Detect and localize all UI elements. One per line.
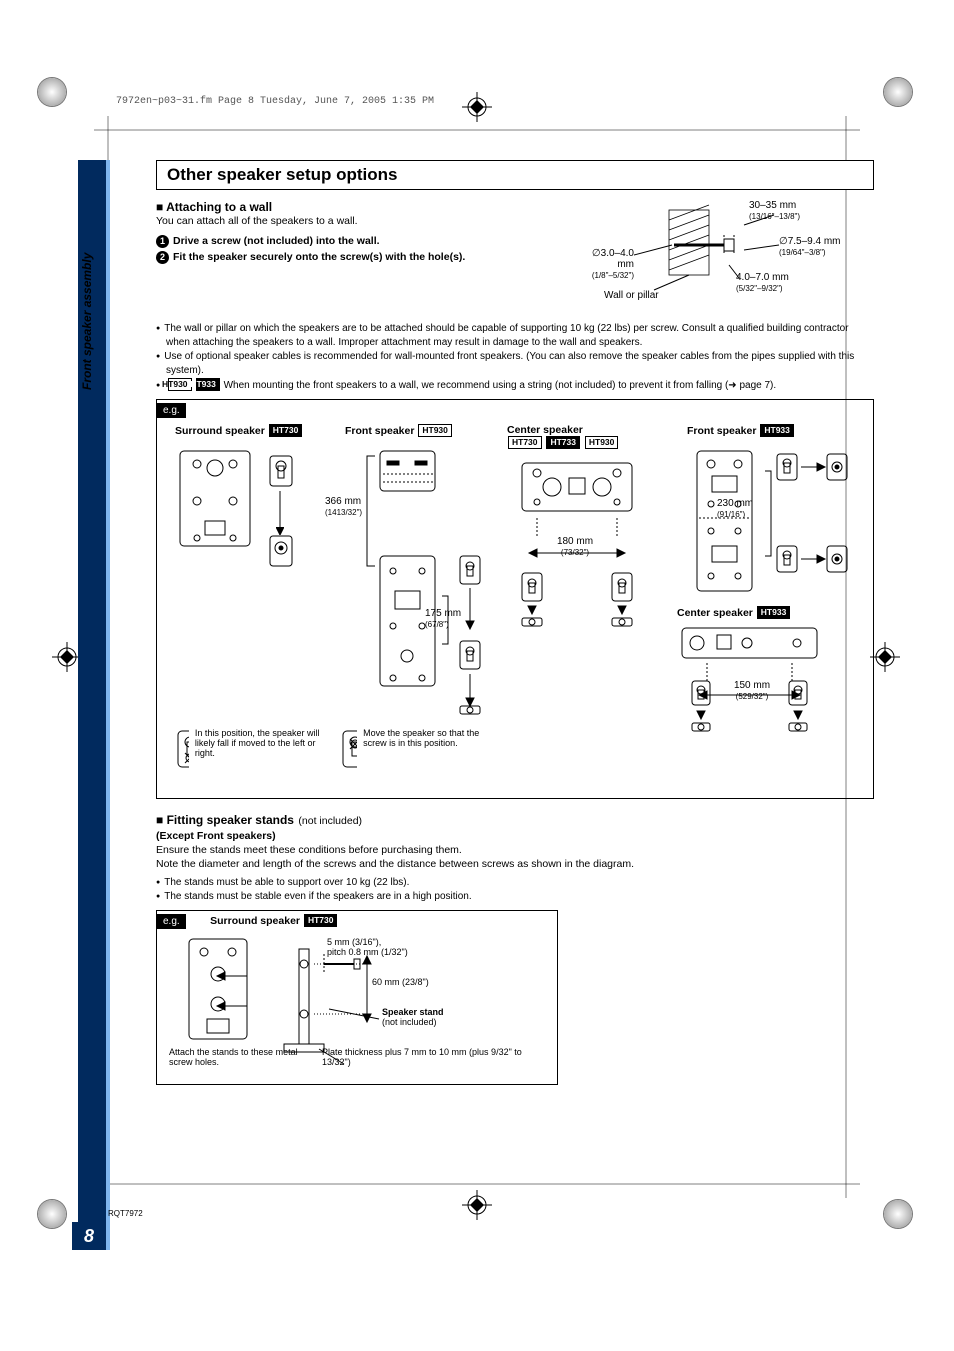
stand-spacing: 60 mm (23/8") xyxy=(372,977,429,987)
stands-not-included: (not included) xyxy=(298,815,362,827)
head-len: 4.0–7.0 mm(5/32"–9/32") xyxy=(736,272,789,294)
stand-plate-note: Plate thickness plus 7 mm to 10 mm (plus… xyxy=(322,1047,522,1067)
stands-line1: Ensure the stands meet these conditions … xyxy=(156,843,874,857)
reg-br xyxy=(884,1200,912,1228)
surround-ht730-fig xyxy=(175,446,315,576)
notes-top: The wall or pillar on which the speakers… xyxy=(156,322,874,393)
front-ht933-fig xyxy=(687,446,857,606)
good-position-note: Move the speaker so that the screw is in… xyxy=(363,728,485,770)
eg-label-2: e.g. xyxy=(157,914,186,929)
dim-175: 175 mm(67/8") xyxy=(425,608,461,630)
reg-tr xyxy=(884,78,912,106)
dim-230: 230 mm(91/16") xyxy=(717,498,753,520)
stands-except: (Except Front speakers) xyxy=(156,829,874,843)
bad-keyhole-icon xyxy=(175,728,189,770)
front-ht930-fig xyxy=(345,446,500,716)
surround-label: Surround speaker HT730 xyxy=(175,424,303,437)
stands-line2: Note the diameter and length of the scre… xyxy=(156,857,874,871)
screw-dia: ∅3.0–4.0 mm(1/8"–5/32") xyxy=(574,248,634,281)
stands-heading: ■ Fitting speaker stands xyxy=(156,813,294,827)
page-number: 8 xyxy=(72,1222,106,1250)
center-label: Center speaker HT730 HT733 HT930 xyxy=(507,424,619,449)
reg-tl xyxy=(38,78,66,106)
stand-screw-dim: 5 mm (3/16"),pitch 0.8 mm (1/32") xyxy=(327,937,408,957)
note-2: Use of optional speaker cables is recomm… xyxy=(156,350,874,378)
rqt-code: RQT7972 xyxy=(108,1209,143,1218)
good-keyhole-icon xyxy=(340,728,357,770)
front933-label: Front speaker HT933 xyxy=(687,424,795,437)
attach-intro: You can attach all of the speakers to a … xyxy=(156,214,554,228)
step-1-text: Drive a screw (not included) into the wa… xyxy=(173,235,380,247)
step-2-icon: 2 xyxy=(156,251,169,264)
eg-box-speakers: e.g. Surround speaker HT730 Front speake… xyxy=(156,399,874,799)
dim-150: 150 mm(529/32") xyxy=(722,680,782,702)
center933-label: Center speaker HT933 xyxy=(677,606,791,619)
step-1-icon: 1 xyxy=(156,235,169,248)
note-3: HT930 HT933 When mounting the front spea… xyxy=(156,378,874,393)
eg-label: e.g. xyxy=(157,403,186,418)
gap-dim: 30–35 mm(13/16"–13/8") xyxy=(749,200,800,222)
reg-bl xyxy=(38,1200,66,1228)
dim-366: 366 mm(1413/32") xyxy=(325,496,375,518)
stands-b2: The stands must be stable even if the sp… xyxy=(156,890,874,904)
section-title: Other speaker setup options xyxy=(156,160,874,190)
head-dia: ∅7.5–9.4 mm(19/64"–3/8") xyxy=(779,236,841,258)
bad-position-note: In this position, the speaker will likel… xyxy=(195,728,320,770)
note-1: The wall or pillar on which the speakers… xyxy=(156,322,874,350)
stand-attach-note: Attach the stands to these metal screw h… xyxy=(169,1047,299,1067)
dim-180: 180 mm(73/32") xyxy=(545,536,605,558)
attach-heading: ■ Attaching to a wall xyxy=(156,200,554,214)
eg-box-stand: e.g. Surround speaker HT730 xyxy=(156,910,558,1085)
front930-label: Front speaker HT930 xyxy=(345,424,453,437)
stand-label: Speaker stand(not included) xyxy=(382,1007,444,1027)
step-2-text: Fit the speaker securely onto the screw(… xyxy=(173,251,465,263)
stands-bullets: The stands must be able to support over … xyxy=(156,876,874,904)
side-section-label: Front speaker assembly xyxy=(80,253,94,390)
stands-b1: The stands must be able to support over … xyxy=(156,876,874,890)
stand-speaker-label: Surround speaker HT730 xyxy=(210,915,338,927)
wall-label: Wall or pillar xyxy=(604,290,659,301)
